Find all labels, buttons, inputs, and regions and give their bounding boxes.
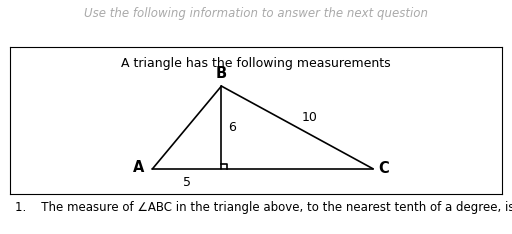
Text: 5: 5: [183, 176, 191, 190]
Text: 1.    The measure of ∠ABC in the triangle above, to the nearest tenth of a degre: 1. The measure of ∠ABC in the triangle a…: [15, 201, 512, 214]
Text: B: B: [216, 66, 227, 81]
Text: 6: 6: [228, 121, 236, 134]
Text: C: C: [379, 161, 390, 176]
Text: A: A: [133, 160, 144, 175]
Text: 10: 10: [302, 111, 317, 124]
Text: A triangle has the following measurements: A triangle has the following measurement…: [121, 57, 391, 70]
Text: Use the following information to answer the next question: Use the following information to answer …: [84, 7, 428, 20]
